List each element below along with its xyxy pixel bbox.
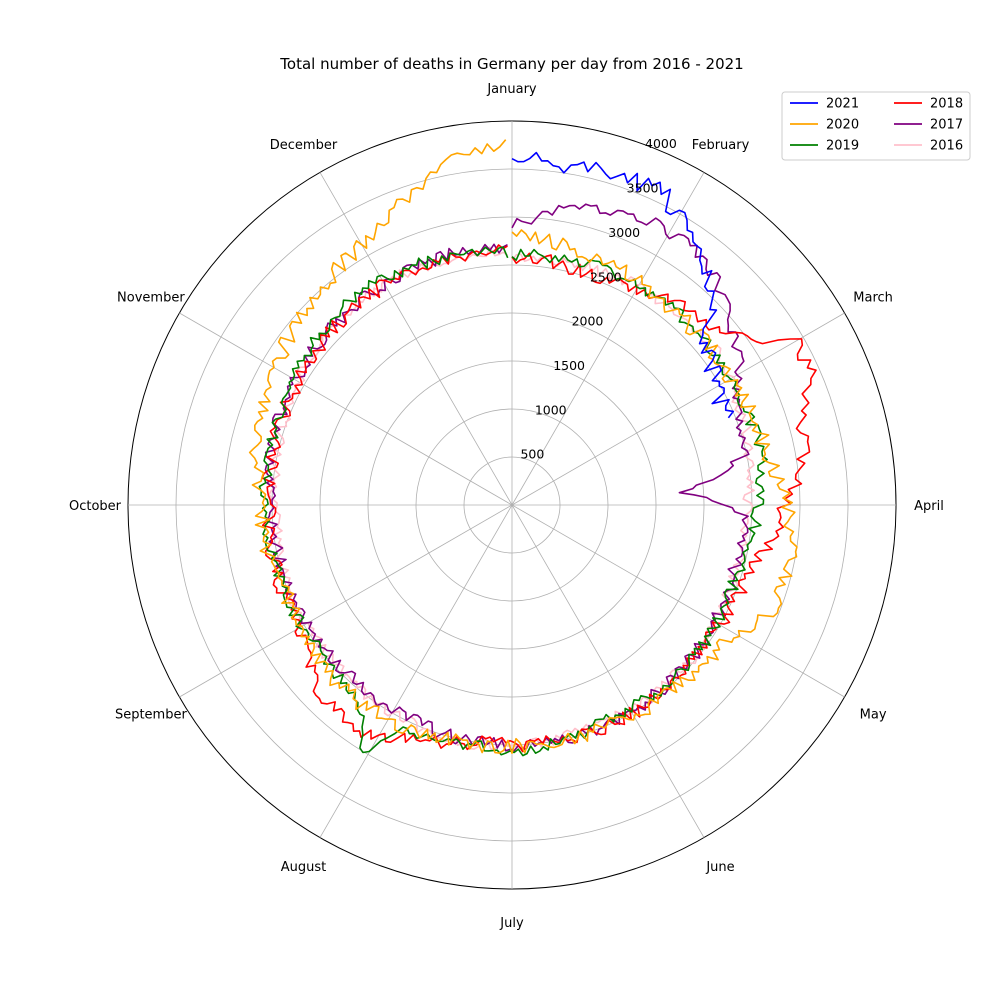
- radial-tick-label: 2500: [590, 269, 622, 284]
- grid: [127, 120, 897, 890]
- series-line-2019: [258, 246, 768, 757]
- legend-label-2018: 2018: [930, 97, 963, 112]
- legend-label-2017: 2017: [930, 118, 963, 133]
- month-label: December: [270, 138, 338, 153]
- series-line-2020: [248, 139, 798, 755]
- chart-title: Total number of deaths in Germany per da…: [279, 55, 743, 73]
- angular-gridline: [511, 172, 705, 506]
- angular-gridline: [179, 312, 513, 506]
- angular-gridline: [179, 504, 513, 698]
- radial-tick-label: 2000: [572, 314, 604, 329]
- radial-tick-label: 4000: [645, 136, 677, 151]
- month-label: August: [281, 860, 327, 875]
- axis-labels: January February March April May June July Augu…: [69, 82, 944, 931]
- angular-gridline: [511, 504, 845, 698]
- legend-box: [781, 91, 971, 161]
- angular-gridline: [319, 504, 513, 838]
- month-label: February: [692, 138, 750, 153]
- legend-label-2020: 2020: [826, 118, 859, 133]
- month-label: September: [115, 708, 188, 723]
- month-label: July: [499, 916, 524, 931]
- radial-tick-label: 1500: [553, 358, 585, 373]
- month-label: June: [705, 860, 734, 875]
- legend: 2021 2020 2019 2018 2017 2016: [781, 91, 971, 161]
- radial-tick-label: 1000: [535, 402, 567, 417]
- series-line-2017: [264, 203, 750, 752]
- legend-label-2019: 2019: [826, 139, 859, 154]
- radial-tick-label: 3500: [627, 181, 659, 196]
- legend-label-2021: 2021: [826, 97, 859, 112]
- series-line-2018: [261, 244, 817, 753]
- radial-tick-label: 3000: [608, 225, 640, 240]
- month-label: April: [914, 499, 944, 514]
- angular-gridline: [511, 504, 705, 838]
- series-line-2021: [511, 151, 735, 419]
- month-label: November: [117, 291, 185, 306]
- legend-label-2016: 2016: [930, 139, 963, 154]
- month-label: May: [860, 708, 887, 723]
- radial-tick-label: 500: [520, 447, 544, 462]
- angular-gridline: [319, 172, 513, 506]
- month-label: January: [486, 82, 537, 97]
- month-label: March: [853, 291, 893, 306]
- series-lines: [248, 139, 817, 757]
- angular-gridline: [511, 312, 845, 506]
- month-label: October: [69, 499, 122, 514]
